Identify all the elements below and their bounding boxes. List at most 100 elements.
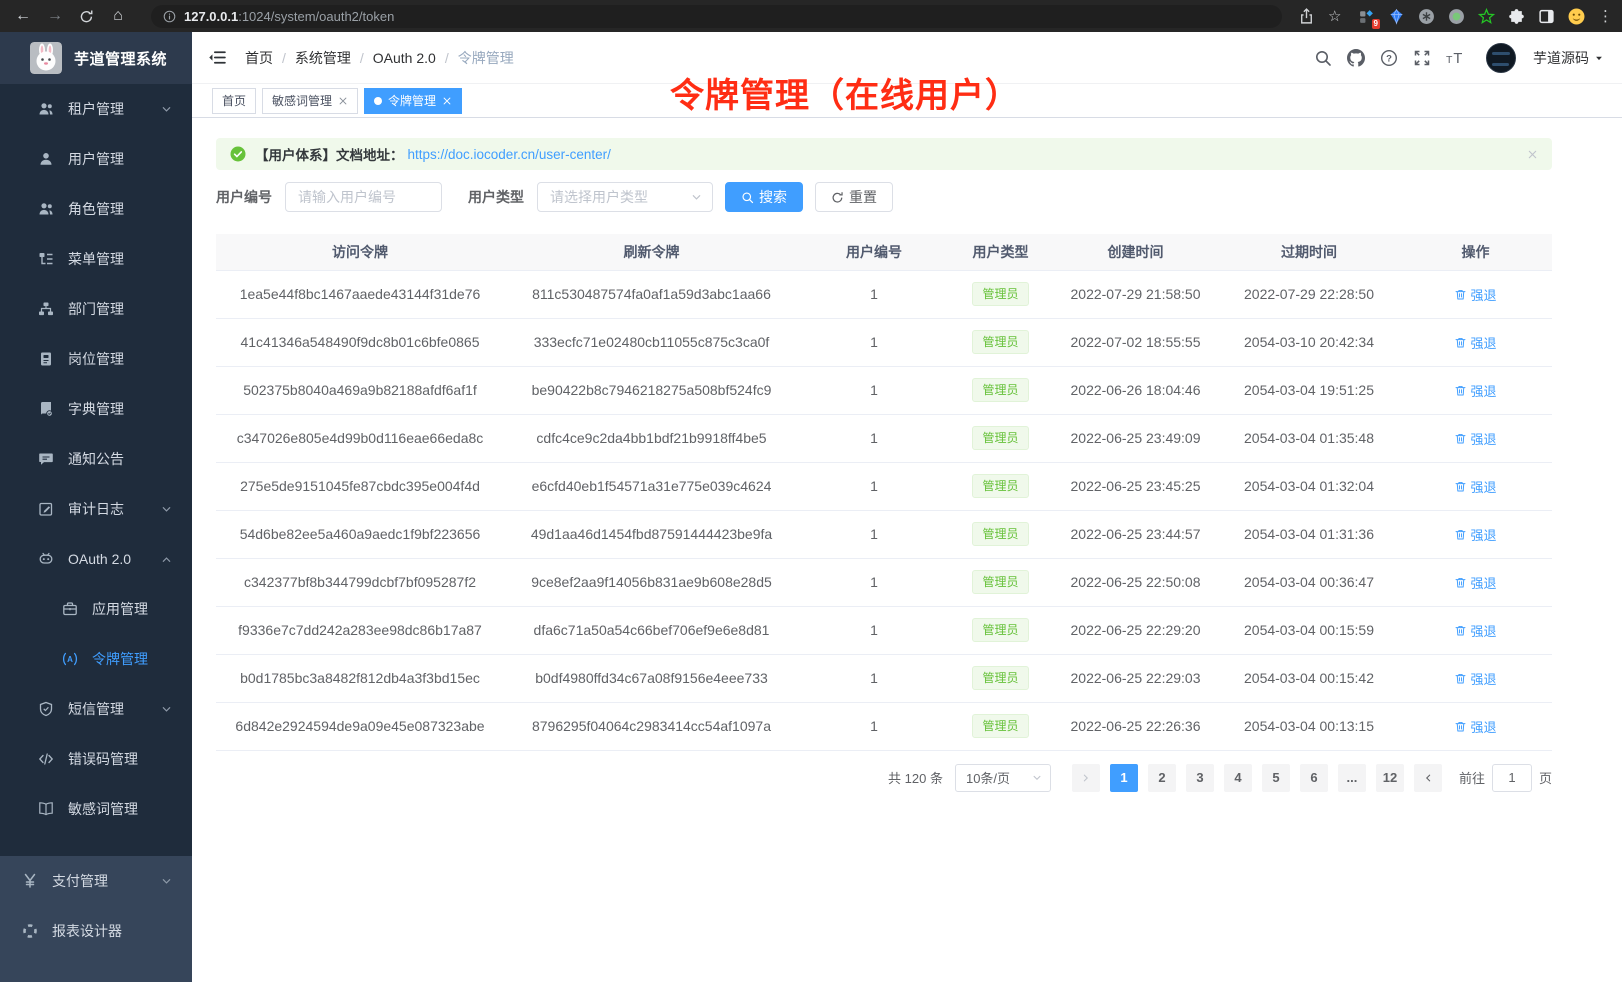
force-logout-button[interactable]: 强退 bbox=[1454, 573, 1497, 592]
close-icon[interactable] bbox=[442, 96, 452, 106]
share-icon[interactable] bbox=[1298, 8, 1315, 25]
close-icon[interactable] bbox=[1527, 149, 1538, 160]
sidebar-item-oauth2-app[interactable]: 应用管理 bbox=[0, 584, 192, 634]
user-type-tag: 管理员 bbox=[972, 426, 1029, 450]
reset-button[interactable]: 重置 bbox=[815, 182, 893, 212]
help-icon[interactable] bbox=[1380, 49, 1398, 67]
browser-reload-icon[interactable] bbox=[79, 9, 94, 24]
page-button-5[interactable]: 5 bbox=[1261, 763, 1290, 792]
sidebar-item-pay[interactable]: 支付管理 bbox=[0, 856, 192, 906]
goto-page: 前往 页 bbox=[1459, 763, 1552, 792]
browser-back-icon[interactable]: ← bbox=[15, 7, 31, 24]
page-button-12[interactable]: 12 bbox=[1375, 763, 1404, 792]
browser-forward-icon[interactable]: → bbox=[47, 7, 63, 24]
force-logout-button[interactable]: 强退 bbox=[1454, 621, 1497, 640]
page-size-select[interactable]: 10条/页 bbox=[954, 763, 1051, 792]
breadcrumb-oauth2[interactable]: OAuth 2.0 bbox=[372, 49, 436, 66]
doc-link[interactable]: https://doc.iocoder.cn/user-center/ bbox=[407, 146, 611, 162]
breadcrumb-home[interactable]: 首页 bbox=[245, 49, 273, 66]
force-logout-button[interactable]: 强退 bbox=[1454, 717, 1497, 736]
bookmark-star-icon[interactable]: ☆ bbox=[1328, 7, 1342, 25]
user-menu[interactable]: 芋道源码 bbox=[1533, 48, 1604, 68]
force-logout-button[interactable]: 强退 bbox=[1454, 669, 1497, 688]
sidebar-item-sensitive-word[interactable]: 敏感词管理 bbox=[0, 784, 192, 834]
col-expires: 过期时间 bbox=[1219, 234, 1399, 271]
side-panel-icon[interactable] bbox=[1538, 8, 1555, 25]
main-area: 首页 / 系统管理 / OAuth 2.0 / 令牌管理 芋道源码 bbox=[192, 32, 1622, 982]
page-button-4[interactable]: 4 bbox=[1223, 763, 1252, 792]
dot-extension-icon[interactable] bbox=[1448, 8, 1465, 25]
sidebar-item-sms[interactable]: 短信管理 bbox=[0, 684, 192, 734]
system-submenu-block: 租户管理 用户管理 角色管理 菜单管理 部门管理 bbox=[0, 84, 192, 856]
user-type-tag: 管理员 bbox=[972, 330, 1029, 354]
sidebar-item-role[interactable]: 角色管理 bbox=[0, 184, 192, 234]
user-type-tag: 管理员 bbox=[972, 282, 1029, 306]
chevron-down-icon bbox=[161, 704, 172, 715]
fullscreen-icon[interactable] bbox=[1413, 49, 1431, 67]
force-logout-button[interactable]: 强退 bbox=[1454, 477, 1497, 496]
navbar-actions: 芋道源码 bbox=[1314, 42, 1604, 73]
page-button-2[interactable]: 2 bbox=[1147, 763, 1176, 792]
table-row: c342377bf8b344799dcbf7bf095287f2 9ce8ef2… bbox=[216, 558, 1552, 607]
sidebar-item-post[interactable]: 岗位管理 bbox=[0, 334, 192, 384]
force-logout-button[interactable]: 强退 bbox=[1454, 381, 1497, 400]
font-size-icon[interactable] bbox=[1446, 49, 1467, 67]
table-row: 1ea5e44f8bc1467aaede43144f31de76 811c530… bbox=[216, 270, 1552, 319]
sidebar-item-tenant[interactable]: 租户管理 bbox=[0, 84, 192, 134]
browser-menu-icon[interactable]: ⋮ bbox=[1598, 7, 1613, 25]
force-logout-button[interactable]: 强退 bbox=[1454, 525, 1497, 544]
puzzle-extensions-icon[interactable] bbox=[1508, 8, 1525, 25]
goto-page-input[interactable] bbox=[1491, 763, 1532, 792]
prev-page-button[interactable] bbox=[1071, 763, 1100, 792]
table-row: 502375b8040a469a9b82188afdf6af1f be90422… bbox=[216, 366, 1552, 415]
close-icon[interactable] bbox=[338, 96, 348, 106]
page-button-1[interactable]: 1 bbox=[1109, 763, 1138, 792]
address-bar[interactable]: 127.0.0.1:1024/system/oauth2/token bbox=[151, 4, 1282, 28]
force-logout-button[interactable]: 强退 bbox=[1454, 333, 1497, 352]
site-info-icon[interactable] bbox=[163, 10, 176, 23]
sidebar-item-user[interactable]: 用户管理 bbox=[0, 134, 192, 184]
goto-suffix: 页 bbox=[1538, 771, 1552, 786]
profile-avatar-icon[interactable] bbox=[1568, 8, 1585, 25]
page-ellipsis-button[interactable]: ... bbox=[1337, 763, 1366, 792]
search-button[interactable]: 搜索 bbox=[725, 182, 803, 212]
sidebar-item-report-designer[interactable]: 报表设计器 bbox=[0, 906, 192, 956]
sidebar-item-oauth2[interactable]: OAuth 2.0 bbox=[0, 534, 192, 584]
star-extension-icon[interactable] bbox=[1478, 8, 1495, 25]
sidebar-item-audit-log[interactable]: 审计日志 bbox=[0, 484, 192, 534]
chevron-up-icon bbox=[161, 554, 172, 565]
breadcrumb-system[interactable]: 系统管理 bbox=[294, 49, 351, 66]
sidebar-item-menu[interactable]: 菜单管理 bbox=[0, 234, 192, 284]
force-logout-button[interactable]: 强退 bbox=[1454, 285, 1497, 304]
app-logo[interactable]: 芋道管理系统 bbox=[0, 32, 192, 84]
trash-icon bbox=[1454, 480, 1467, 493]
next-page-button[interactable] bbox=[1413, 763, 1442, 792]
gem-extension-icon[interactable] bbox=[1388, 8, 1405, 25]
browser-home-icon[interactable]: ⌂ bbox=[113, 7, 123, 24]
sidebar-toggle-icon[interactable] bbox=[208, 48, 227, 67]
browser-chrome: ← → ⌂ 127.0.0.1:1024/system/oauth2/token… bbox=[0, 0, 1622, 32]
sidebar-item-error-code[interactable]: 错误码管理 bbox=[0, 734, 192, 784]
sidebar-item-dict[interactable]: 字典管理 bbox=[0, 384, 192, 434]
chevron-down-icon bbox=[161, 876, 172, 887]
user-avatar[interactable] bbox=[1486, 42, 1516, 73]
force-logout-button[interactable]: 强退 bbox=[1454, 429, 1497, 448]
user-id-input[interactable] bbox=[285, 182, 442, 212]
sidebar-item-oauth2-token[interactable]: 令牌管理 bbox=[0, 634, 192, 684]
table-header-row: 访问令牌 刷新令牌 用户编号 用户类型 创建时间 过期时间 操作 bbox=[216, 234, 1552, 271]
user-type-tag: 管理员 bbox=[972, 570, 1029, 594]
tab-sensitive-word[interactable]: 敏感词管理 bbox=[262, 87, 359, 114]
extension-with-badge-icon[interactable]: 9 bbox=[1358, 8, 1380, 29]
chevron-down-icon bbox=[691, 192, 702, 203]
asterisk-extension-icon[interactable] bbox=[1418, 8, 1435, 25]
sidebar-item-notice[interactable]: 通知公告 bbox=[0, 434, 192, 484]
sidebar-item-dept[interactable]: 部门管理 bbox=[0, 284, 192, 334]
page-button-3[interactable]: 3 bbox=[1185, 763, 1214, 792]
github-icon[interactable] bbox=[1347, 49, 1365, 67]
page-button-6[interactable]: 6 bbox=[1299, 763, 1328, 792]
tab-home[interactable]: 首页 bbox=[212, 87, 257, 114]
user-type-select[interactable]: 请选择用户类型 bbox=[537, 182, 713, 212]
tab-token-active[interactable]: 令牌管理 bbox=[364, 87, 463, 114]
announcement-icon bbox=[38, 451, 54, 467]
search-icon[interactable] bbox=[1314, 49, 1332, 67]
